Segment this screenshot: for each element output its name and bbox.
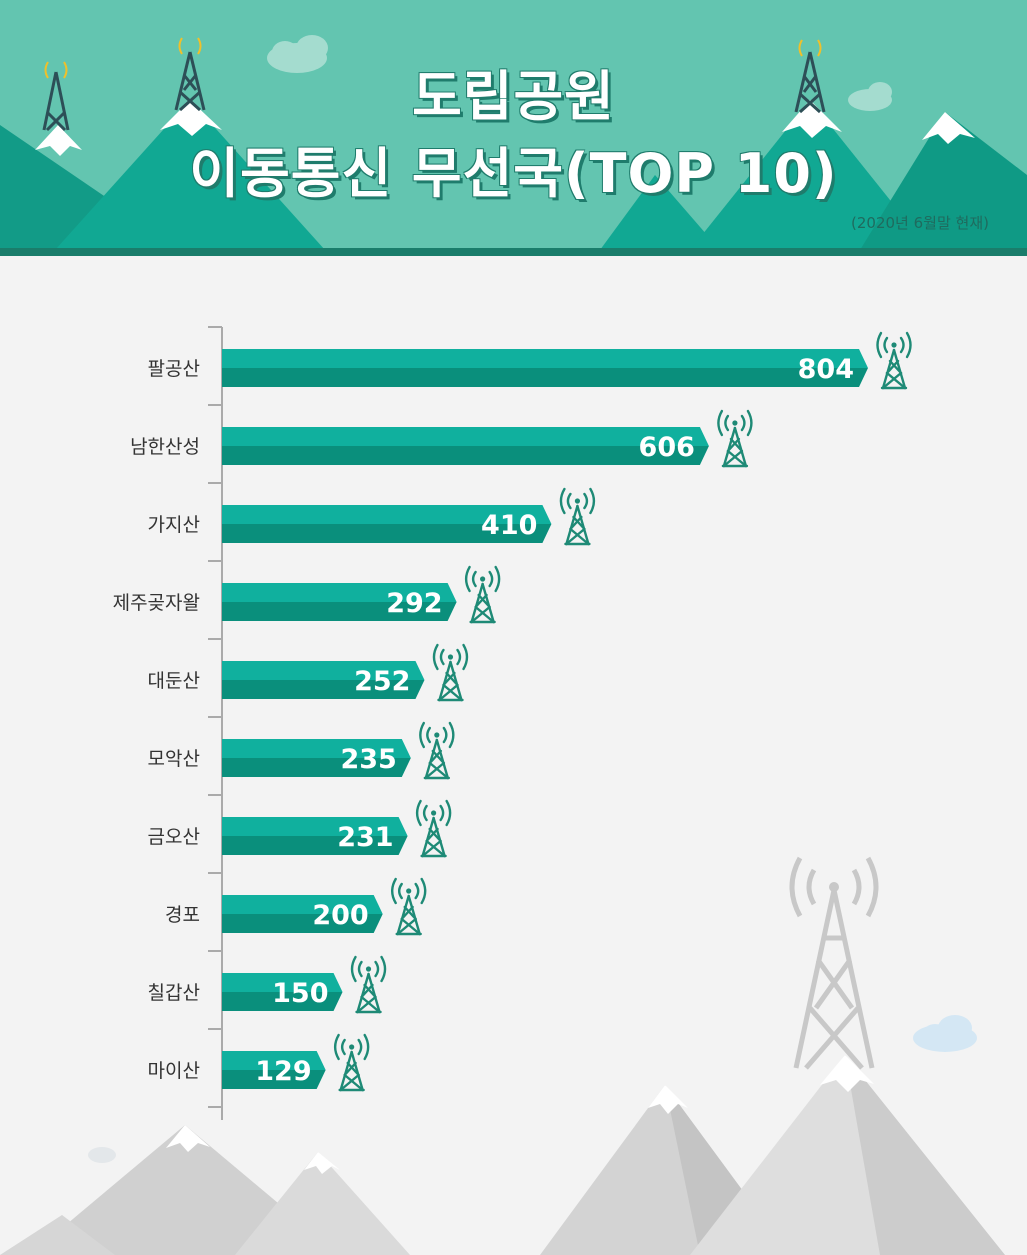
cloud-icon (848, 82, 892, 111)
mountain-icon (690, 100, 930, 250)
category-label: 칠갑산 (148, 982, 200, 1004)
antenna-tower-icon (350, 955, 387, 1014)
data-label: 804 (798, 354, 854, 385)
bar (222, 427, 709, 446)
chart-rows: 팔공산 804 남한산성 606 가지산 410 제주곶자왈 292 대둔산 252 모악산 235 금… (113, 331, 912, 1092)
category-label: 가지산 (148, 514, 200, 536)
header-banner: 도립공원 이동통신 무선국(TOP 10) (2020년 6월말 현재) (0, 0, 1027, 256)
category-label: 팔공산 (148, 358, 200, 380)
antenna-tower-icon (794, 51, 826, 114)
bar-row: 금오산 231 (148, 799, 452, 858)
mountain-icon (600, 175, 720, 250)
mountain-icon (0, 1215, 115, 1255)
antenna-tower-icon (464, 565, 501, 624)
bar (222, 1051, 326, 1070)
data-label: 231 (337, 822, 393, 853)
bar-row: 팔공산 804 (148, 331, 912, 390)
mountain-icon (860, 112, 1027, 250)
antenna-tower-icon (419, 721, 455, 780)
bar (222, 349, 868, 368)
antenna-tower-icon (717, 409, 753, 468)
bar-row: 제주곶자왈 292 (113, 565, 501, 624)
header-bottom-band (0, 248, 1027, 256)
data-label: 252 (354, 666, 410, 697)
data-label: 410 (481, 510, 537, 541)
bar-shade (222, 368, 868, 387)
antenna-tower-icon (333, 1033, 370, 1092)
snow-cap (160, 100, 222, 136)
bar (222, 895, 383, 914)
bar-shade (222, 680, 425, 699)
antenna-tower-icon (432, 643, 469, 702)
bar-row: 모악산 235 (148, 721, 455, 780)
cloud-icon (267, 35, 328, 73)
category-label: 경포 (165, 904, 200, 926)
header-mountain-scene (0, 35, 1027, 250)
bar-shade (222, 446, 709, 465)
category-label: 금오산 (148, 826, 200, 848)
bar-row: 경포 200 (165, 877, 427, 936)
mountain-icon (55, 100, 325, 250)
antenna-tower-icon (391, 877, 427, 936)
cloud-icon (88, 1147, 116, 1163)
antenna-tower-icon (789, 856, 879, 1070)
mountain-icon (235, 1152, 410, 1255)
cloud-icon (913, 1015, 977, 1052)
bar (222, 973, 343, 992)
antenna-tower-icon (415, 799, 452, 858)
date-note: (2020년 6월말 현재) (851, 214, 989, 232)
data-label: 200 (312, 900, 368, 931)
bar-shade (222, 758, 411, 777)
data-label: 129 (255, 1056, 311, 1087)
bar-row: 남한산성 606 (130, 409, 753, 468)
bar-shade (222, 836, 408, 855)
page-title-line1: 도립공원 (412, 65, 615, 128)
bar (222, 661, 425, 680)
mountain-icon (0, 125, 190, 250)
bar (222, 739, 411, 758)
antenna-tower-icon (876, 331, 912, 390)
bar-row: 가지산 410 (148, 487, 596, 546)
antenna-tower-icon (42, 71, 70, 132)
snow-cap (922, 112, 975, 144)
antenna-tower-icon (174, 51, 206, 112)
snow-cap (782, 100, 842, 138)
bar-row: 마이산 129 (148, 1033, 370, 1092)
bar (222, 817, 408, 836)
bottom-mountain-scene (0, 856, 1005, 1255)
chart-axis (208, 326, 223, 1120)
data-label: 606 (639, 432, 695, 463)
bar-row: 대둔산 252 (148, 643, 469, 702)
category-label: 대둔산 (148, 670, 200, 692)
category-label: 남한산성 (130, 436, 200, 458)
bar-shade (222, 602, 457, 621)
bar-shade (222, 992, 343, 1011)
antenna-signal-icon (44, 37, 822, 79)
data-label: 292 (386, 588, 442, 619)
snow-cap (35, 125, 82, 156)
category-label: 모악산 (148, 748, 200, 770)
bar (222, 505, 552, 524)
bar-shade (222, 524, 552, 543)
bar (222, 583, 457, 602)
antenna-tower-icon (559, 487, 596, 546)
bar-shade (222, 1070, 326, 1089)
data-label: 235 (340, 744, 396, 775)
bar-shade (222, 914, 383, 933)
bar-row: 칠갑산 150 (148, 955, 387, 1014)
page-title-line2: 이동통신 무선국(TOP 10) (189, 142, 838, 205)
data-label: 150 (272, 978, 328, 1009)
category-label: 마이산 (148, 1060, 200, 1082)
category-label: 제주곶자왈 (113, 592, 200, 614)
